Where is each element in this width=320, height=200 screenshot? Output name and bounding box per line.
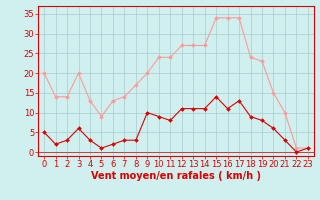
X-axis label: Vent moyen/en rafales ( km/h ): Vent moyen/en rafales ( km/h ) xyxy=(91,171,261,181)
